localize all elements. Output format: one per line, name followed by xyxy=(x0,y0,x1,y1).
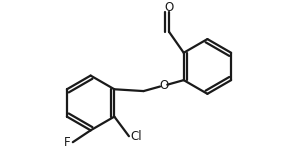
Text: Cl: Cl xyxy=(130,130,142,143)
Text: O: O xyxy=(159,79,168,92)
Text: F: F xyxy=(64,136,71,149)
Text: O: O xyxy=(164,1,174,14)
